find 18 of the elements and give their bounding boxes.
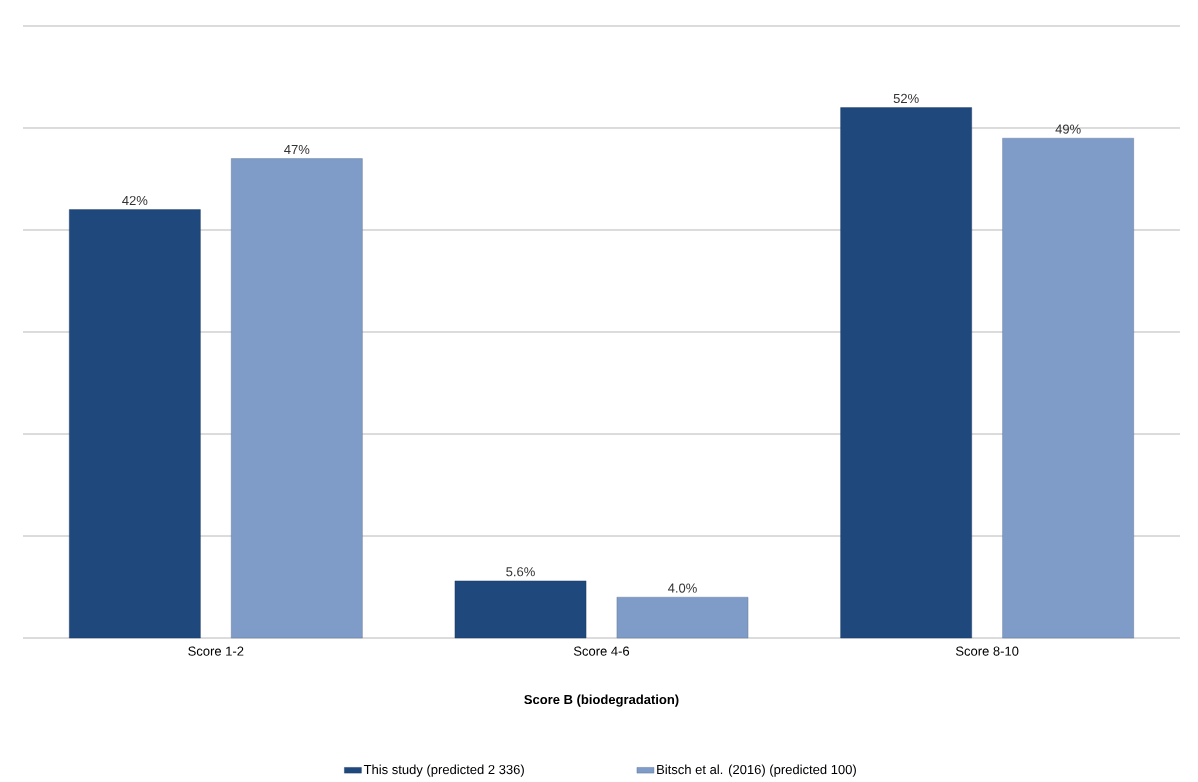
bar: [1002, 138, 1134, 639]
x-tick-label: Score 1-2: [188, 646, 244, 656]
data-label: 42%: [122, 195, 148, 206]
x-tick-label: Score 8-10: [955, 646, 1019, 656]
data-label: 4.0%: [667, 583, 697, 593]
bar: [69, 209, 201, 639]
data-label: 5.6%: [506, 567, 535, 577]
legend-label: This study (predicted 2 336): [363, 764, 524, 777]
bar: [454, 580, 587, 639]
bar: [616, 597, 749, 639]
bar: [231, 158, 363, 639]
bar: [840, 107, 972, 639]
data-label: 49%: [1055, 124, 1081, 134]
x-tick-label: Score 4-6: [573, 646, 630, 656]
legend-label: Bitsch et al. (2016) (predicted 100): [657, 764, 856, 777]
data-label: 47%: [284, 144, 310, 155]
x-axis-title: Score B (biodegradation): [524, 694, 679, 707]
data-label: 52%: [893, 93, 919, 104]
